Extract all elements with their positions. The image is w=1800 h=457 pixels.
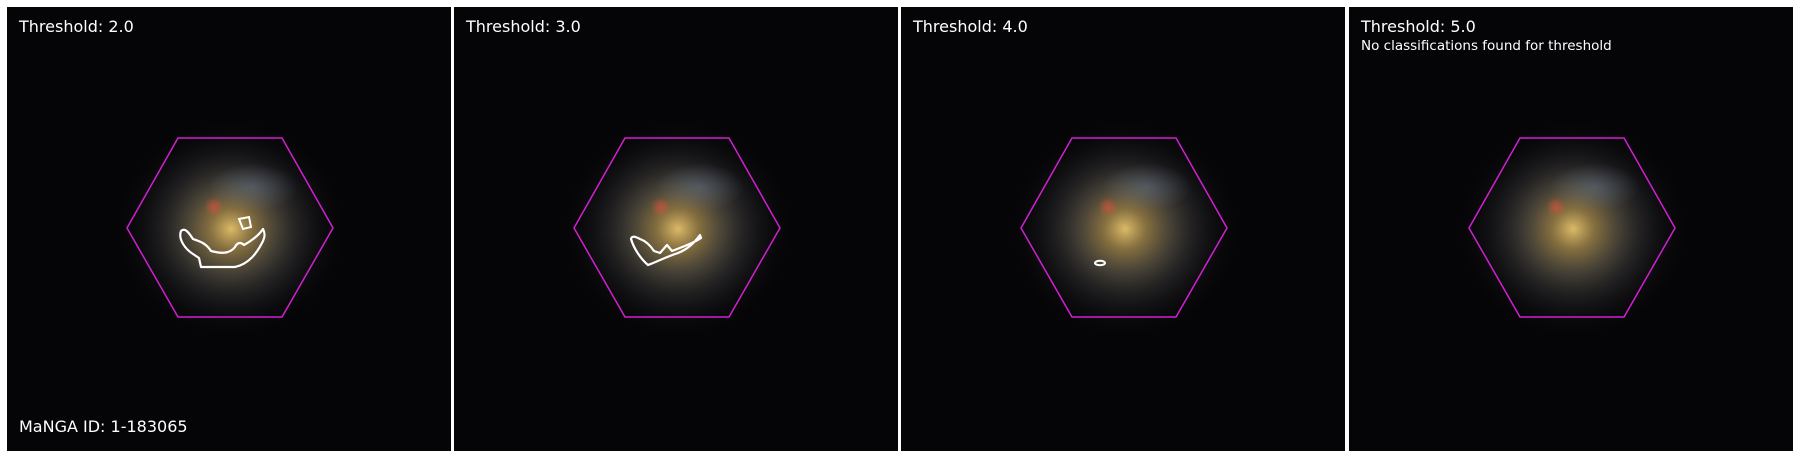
star-forming-knot bbox=[1546, 197, 1566, 217]
galaxy-glow bbox=[113, 117, 349, 341]
threshold-panel-5: Threshold: 5.0 No classifications found … bbox=[1349, 7, 1793, 451]
ifu-hexagon-outline bbox=[1020, 137, 1228, 318]
threshold-panel-2: Threshold: 2.0 MaNGA ID: 1-183065 bbox=[7, 7, 451, 451]
star-forming-knot bbox=[1098, 197, 1118, 217]
galaxy-glow bbox=[560, 117, 796, 341]
galaxy-arm bbox=[208, 163, 298, 211]
panel-title: Threshold: 4.0 bbox=[913, 17, 1028, 36]
star-forming-knot bbox=[651, 197, 671, 217]
galaxy-image bbox=[7, 7, 451, 451]
manga-id-label: MaNGA ID: 1-183065 bbox=[19, 417, 188, 436]
contour-shape bbox=[179, 227, 266, 269]
panel-title: Threshold: 2.0 bbox=[19, 17, 134, 36]
contour-shape bbox=[629, 233, 703, 267]
galaxy-arm bbox=[1102, 163, 1192, 211]
threshold-panel-3: Threshold: 3.0 bbox=[454, 7, 898, 451]
no-classifications-note: No classifications found for threshold bbox=[1361, 38, 1612, 54]
star-forming-knot bbox=[204, 197, 224, 217]
ifu-hexagon-outline bbox=[126, 137, 334, 318]
ifu-hexagon-outline bbox=[1468, 137, 1676, 318]
galaxy-image bbox=[1349, 7, 1793, 451]
threshold-panel-4: Threshold: 4.0 bbox=[901, 7, 1345, 451]
galaxy-image bbox=[901, 7, 1345, 451]
panel-title: Threshold: 5.0 bbox=[1361, 17, 1476, 36]
contour-shape bbox=[237, 215, 253, 231]
contour-shape bbox=[1094, 259, 1106, 267]
galaxy-glow bbox=[1455, 117, 1691, 341]
panel-title: Threshold: 3.0 bbox=[466, 17, 581, 36]
ifu-hexagon-outline bbox=[573, 137, 781, 318]
galaxy-arm bbox=[1550, 163, 1640, 211]
galaxy-glow bbox=[1007, 117, 1243, 341]
galaxy-image bbox=[454, 7, 898, 451]
galaxy-arm bbox=[655, 163, 745, 211]
